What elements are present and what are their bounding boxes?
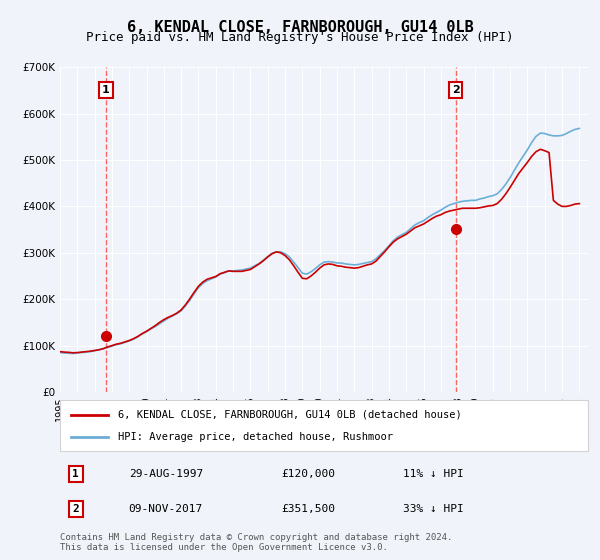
Text: Contains HM Land Registry data © Crown copyright and database right 2024.: Contains HM Land Registry data © Crown c… <box>60 533 452 542</box>
Text: £351,500: £351,500 <box>282 504 336 514</box>
Text: This data is licensed under the Open Government Licence v3.0.: This data is licensed under the Open Gov… <box>60 543 388 552</box>
Text: £120,000: £120,000 <box>282 469 336 479</box>
Text: 6, KENDAL CLOSE, FARNBOROUGH, GU14 0LB: 6, KENDAL CLOSE, FARNBOROUGH, GU14 0LB <box>127 20 473 35</box>
Text: 11% ↓ HPI: 11% ↓ HPI <box>403 469 464 479</box>
Text: 2: 2 <box>73 504 79 514</box>
Text: 2: 2 <box>452 85 460 95</box>
Text: 1: 1 <box>73 469 79 479</box>
Text: Price paid vs. HM Land Registry's House Price Index (HPI): Price paid vs. HM Land Registry's House … <box>86 31 514 44</box>
Text: 33% ↓ HPI: 33% ↓ HPI <box>403 504 464 514</box>
Text: 09-NOV-2017: 09-NOV-2017 <box>128 504 203 514</box>
Text: 6, KENDAL CLOSE, FARNBOROUGH, GU14 0LB (detached house): 6, KENDAL CLOSE, FARNBOROUGH, GU14 0LB (… <box>118 409 462 419</box>
Text: 29-AUG-1997: 29-AUG-1997 <box>128 469 203 479</box>
Text: 1: 1 <box>102 85 110 95</box>
Text: HPI: Average price, detached house, Rushmoor: HPI: Average price, detached house, Rush… <box>118 432 393 442</box>
